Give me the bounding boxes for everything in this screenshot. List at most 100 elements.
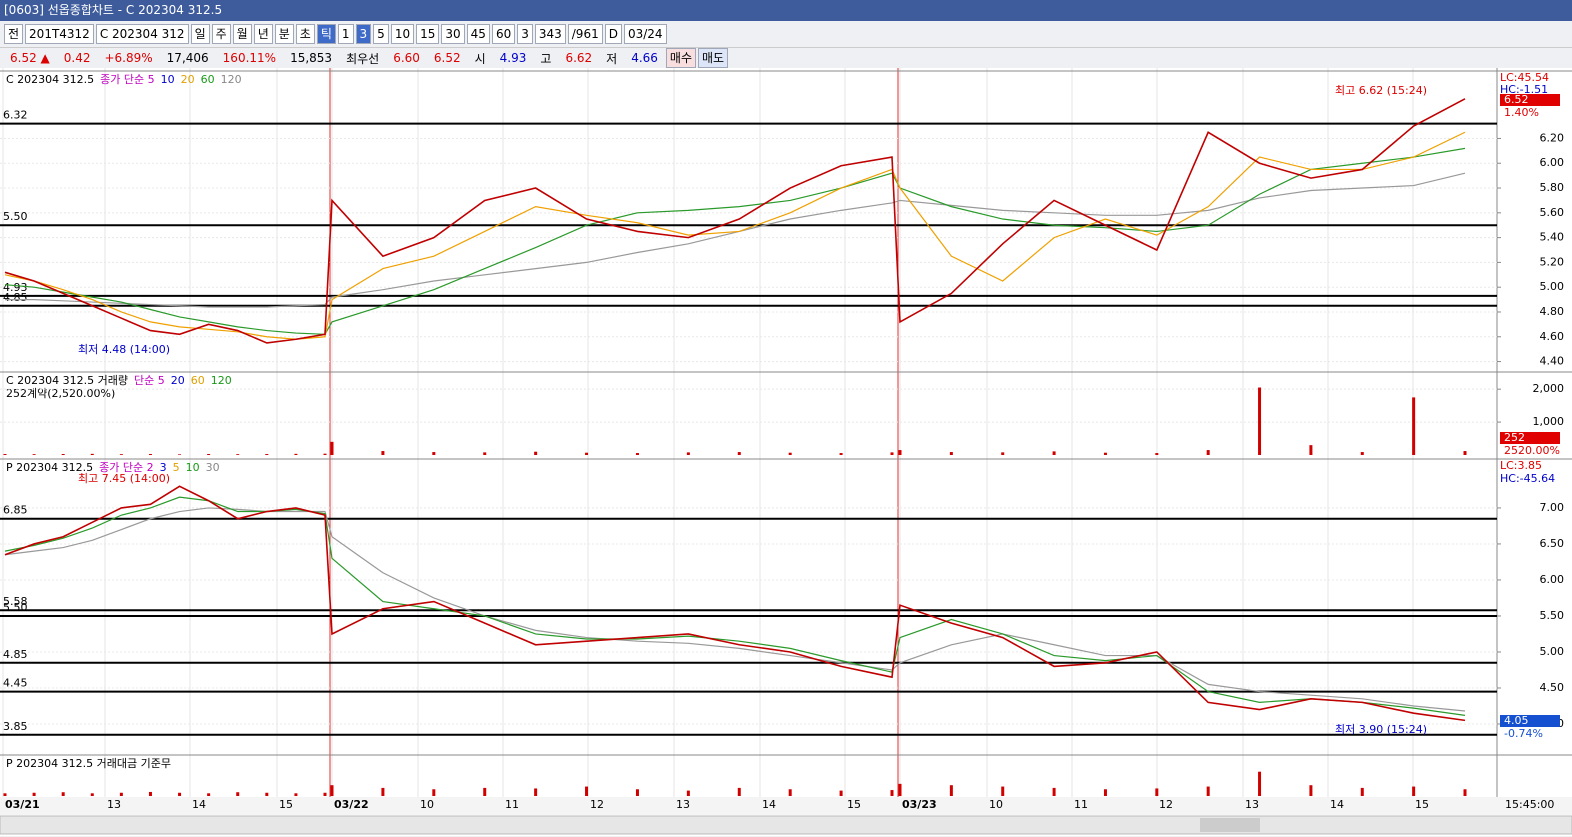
level-label: 5.50 [3,210,28,223]
y-tick-label: 6.00 [1540,156,1565,169]
toolbar-button[interactable]: /961 [567,24,603,44]
legend-item: 5 [173,461,180,474]
volume-bar [90,453,94,455]
price-line [4,485,1466,722]
volume-bar [635,453,639,455]
toolbar-button[interactable]: 초 [295,24,315,44]
price-badge [1500,432,1560,444]
x-tick-label: 03/21 [5,798,40,811]
volume-bar [890,790,894,796]
x-tick-label: 15 [847,798,861,811]
volume-bar [236,792,240,796]
x-tick-label: 15 [279,798,293,811]
volume-bar [949,452,953,455]
toolbar-button[interactable]: 일 [190,24,210,44]
annotation: 최고 7.45 (14:00) [78,472,170,485]
volume-bar [1001,786,1005,796]
level-label: 3.85 [3,720,28,733]
y-tick-label: 4.50 [1540,681,1565,694]
toolbar-button[interactable]: 343 [534,24,566,44]
volume-bar [323,792,327,796]
quote-field: 4.93 [499,51,527,65]
volume-bar [635,789,639,796]
order-button[interactable]: 매도 [698,48,729,68]
toolbar-button[interactable]: 1 [337,24,354,44]
toolbar: 전 201T4312 C 202304 312 일 주 월 년 분 초 틱 1 3 5 10 15 30 45 6… [0,21,1572,48]
volume-bar [839,453,843,455]
price-badge-text: 252 [1504,431,1525,444]
order-button[interactable]: 매수 [665,48,697,68]
x-axis-time: 15:45:00 [1505,798,1554,811]
toolbar-button[interactable]: 전 [4,24,24,44]
level-label: 6.85 [3,504,28,517]
price-badge [1500,715,1560,727]
y-tick-label: 5.20 [1540,255,1565,268]
volume-bar [686,452,690,455]
volume-bar [1360,452,1364,455]
axis-info: HC:-1.51 [1500,83,1548,96]
x-tick-label: 10 [420,798,434,811]
level-label: 4.85 [3,291,28,304]
legend-item: 60 [201,73,215,86]
volume-bar [1258,771,1262,796]
quote-bar: 6.52 ▲ 0.42 +6.89% 17,406 160.11% 15,853 최우선 6.… [0,48,1572,68]
volume-bar [1103,452,1107,455]
price-line [4,98,1466,344]
quote-field: 6.52 ▲ [10,51,50,65]
volume-bar [534,451,538,455]
volume-bar [898,783,902,796]
volume-bar [1258,387,1262,455]
volume-bar [788,452,792,455]
toolbar-button[interactable]: 5 [373,24,389,44]
toolbar-button[interactable]: 10 [390,24,415,44]
x-tick-label: 14 [762,798,776,811]
legend-item: 단순 5 [134,374,165,387]
volume-bar [330,785,334,796]
volume-bar [585,452,589,455]
volume-bar [119,792,123,796]
toolbar-button[interactable]: 년 [253,24,273,44]
volume-bar [294,793,298,796]
toolbar-button[interactable]: 45 [466,24,490,44]
price-badge-text: 6.52 [1504,93,1529,106]
y-tick-label: 4.80 [1540,305,1565,318]
quote-field: 6.60 [393,51,420,65]
toolbar-button[interactable]: 월 [232,24,252,44]
quote-field: +6.89% [104,51,153,65]
toolbar-button[interactable]: 3 [355,24,372,44]
scrollbar [0,815,1572,835]
toolbar-button[interactable]: C 202304 312 [95,24,189,44]
toolbar-button[interactable]: 03/24 [623,24,667,44]
toolbar-button[interactable]: 주 [211,24,231,44]
toolbar-button[interactable]: 60 [491,24,516,44]
volume-bar [432,789,436,796]
price-line [5,172,1466,308]
y-tick-label: 4.40 [1540,355,1565,368]
scroll-thumb[interactable] [1200,818,1260,832]
volume-bar [1155,453,1159,455]
volume-bar [737,452,741,455]
toolbar-button[interactable]: 15 [416,24,440,44]
price-badge-sub: 1.40% [1504,106,1539,119]
axis-info: LC:3.85 [1500,459,1542,472]
toolbar-button[interactable]: 틱 [316,24,336,44]
volume-bar [1309,785,1313,796]
volume-bar [1412,397,1416,455]
x-tick-label: 03/23 [902,798,937,811]
toolbar-button[interactable]: 분 [274,24,294,44]
quote-field: 6.62 [565,51,593,65]
quote-field: 160.11% [222,51,277,65]
y-tick-label: 5.00 [1540,645,1565,658]
x-tick-label: 14 [192,798,206,811]
volume-bar [1412,786,1416,796]
legend-item: 3 [160,461,167,474]
volume-bar [381,787,385,796]
x-tick-label: 11 [505,798,519,811]
x-axis-bg [0,797,1572,815]
volume-bar [890,452,894,455]
volume-bar [32,454,36,455]
toolbar-button[interactable]: 30 [441,24,465,44]
toolbar-button[interactable]: 3 [517,24,533,44]
toolbar-button[interactable]: 201T4312 [25,24,94,44]
toolbar-button[interactable]: D [604,24,622,44]
